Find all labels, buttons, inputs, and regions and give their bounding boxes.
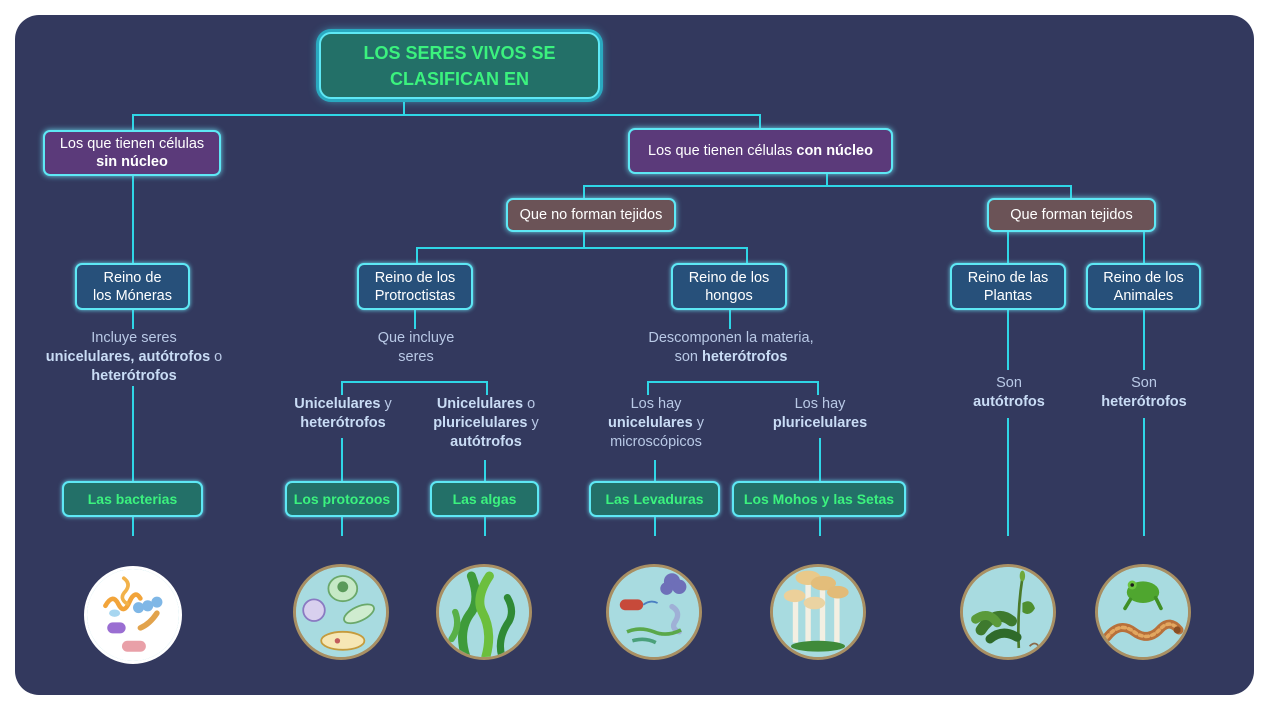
desc-hongos-l1: Descomponen la materia, bbox=[648, 330, 814, 346]
branch-sin-nucleo: Los que tienen células sin núcleo bbox=[43, 130, 221, 176]
mushroom-illustration bbox=[770, 564, 866, 660]
kingdom-animales-line1: Reino de los bbox=[1103, 269, 1184, 286]
example-bacterias-text: Las bacterias bbox=[87, 491, 178, 507]
branch-con-nucleo-text: Los que tienen células bbox=[648, 143, 793, 159]
kingdom-moneras-line2: los Móneras bbox=[93, 287, 172, 304]
example-levaduras-text: Las Levaduras bbox=[605, 491, 704, 507]
plant-illustration bbox=[960, 564, 1056, 660]
protozoa-illustration bbox=[293, 564, 389, 660]
desc-moneras-l1: Incluye seres bbox=[91, 330, 177, 346]
desc-levaduras: Los hay unicelulares y microscópicos bbox=[595, 395, 717, 452]
example-mohos-text: Los Mohos y las Setas bbox=[743, 491, 895, 507]
desc-hongos-t1: son bbox=[674, 349, 702, 365]
group-no-tejidos-text: Que no forman tejidos bbox=[519, 207, 663, 223]
desc-mohos-b1: pluricelulares bbox=[772, 415, 868, 431]
algae-illustration bbox=[436, 564, 532, 660]
desc-hongos: Descomponen la materia, son heterótrofos bbox=[630, 329, 832, 367]
bacteria-illustration bbox=[84, 566, 182, 664]
kingdom-protoctistas-line1: Reino de los bbox=[374, 269, 456, 286]
desc-algas-b2: pluricelulares bbox=[433, 415, 528, 431]
group-tejidos: Que forman tejidos bbox=[987, 198, 1156, 232]
desc-protoctistas-l1: Que incluye bbox=[377, 330, 455, 346]
protozoa-icon bbox=[296, 567, 386, 657]
example-protozoos-text: Los protozoos bbox=[293, 491, 391, 507]
desc-moneras-t1: o bbox=[210, 349, 223, 365]
group-tejidos-text: Que forman tejidos bbox=[1010, 207, 1133, 223]
kingdom-hongos-line2: hongos bbox=[705, 287, 753, 304]
example-protozoos: Los protozoos bbox=[285, 481, 399, 517]
desc-moneras: Incluye seres unicelulares, autótrofos o… bbox=[34, 329, 234, 386]
desc-mohos-l1: Los hay bbox=[794, 396, 846, 412]
kingdom-animales-line2: Animales bbox=[1113, 287, 1174, 304]
desc-levaduras-t1: y bbox=[692, 415, 704, 431]
desc-algas-b3: autótrofos bbox=[450, 434, 522, 450]
kingdom-animales: Reino de los Animales bbox=[1086, 263, 1201, 310]
desc-levaduras-l2: microscópicos bbox=[610, 434, 702, 450]
desc-levaduras-b1: unicelulares bbox=[608, 415, 693, 431]
desc-levaduras-l1: Los hay bbox=[630, 396, 682, 412]
animal-icon bbox=[1098, 567, 1188, 657]
desc-algas: Unicelulares o pluricelulares y autótrof… bbox=[423, 395, 549, 452]
diagram-title: LOS SERES VIVOS SE CLASIFICAN EN bbox=[319, 32, 600, 99]
desc-protozoos: Unicelulares y heterótrofos bbox=[283, 395, 403, 433]
desc-moneras-b2: heterótrofos bbox=[91, 368, 177, 384]
kingdom-plantas-line2: Plantas bbox=[983, 287, 1033, 304]
plant-icon bbox=[963, 567, 1053, 657]
desc-hongos-b1: heterótrofos bbox=[702, 349, 788, 365]
kingdom-hongos: Reino de los hongos bbox=[671, 263, 787, 310]
animal-illustration bbox=[1095, 564, 1191, 660]
example-bacterias: Las bacterias bbox=[62, 481, 203, 517]
example-mohos: Los Mohos y las Setas bbox=[732, 481, 906, 517]
desc-animales-b1: heterótrofos bbox=[1101, 394, 1187, 410]
diagram-title-text: LOS SERES VIVOS SE CLASIFICAN EN bbox=[363, 42, 556, 89]
desc-plantas-l1: Son bbox=[996, 375, 1022, 391]
kingdom-hongos-line1: Reino de los bbox=[688, 269, 770, 286]
desc-animales: Son heterótrofos bbox=[1090, 374, 1198, 412]
branch-sin-nucleo-text: Los que tienen células bbox=[59, 136, 205, 152]
yeast-illustration bbox=[606, 564, 702, 660]
example-algas-text: Las algas bbox=[452, 491, 517, 507]
desc-moneras-b1: unicelulares, autótrofos bbox=[45, 349, 211, 365]
branch-sin-nucleo-bold: sin núcleo bbox=[96, 154, 168, 170]
desc-protoctistas-l2: seres bbox=[398, 349, 434, 365]
desc-algas-t1: o bbox=[523, 396, 536, 412]
kingdom-protoctistas: Reino de los Protroctistas bbox=[357, 263, 473, 310]
desc-protozoos-t1: y bbox=[380, 396, 392, 412]
kingdom-protoctistas-line2: Protroctistas bbox=[374, 287, 456, 304]
mushroom-icon bbox=[773, 567, 863, 657]
yeast-icon bbox=[609, 567, 699, 657]
desc-algas-t2: y bbox=[527, 415, 539, 431]
desc-plantas: Son autótrofos bbox=[958, 374, 1060, 412]
algae-icon bbox=[439, 567, 529, 657]
desc-algas-b1: Unicelulares bbox=[436, 396, 524, 412]
branch-con-nucleo-bold: con núcleo bbox=[796, 143, 873, 159]
desc-animales-l1: Son bbox=[1131, 375, 1157, 391]
desc-mohos: Los hay pluricelulares bbox=[762, 395, 878, 433]
bacteria-icon bbox=[87, 569, 179, 661]
desc-plantas-b1: autótrofos bbox=[973, 394, 1045, 410]
kingdom-moneras: Reino de los Móneras bbox=[75, 263, 190, 310]
group-no-tejidos: Que no forman tejidos bbox=[506, 198, 676, 232]
branch-con-nucleo: Los que tienen células con núcleo bbox=[628, 128, 893, 174]
desc-protozoos-b1: Unicelulares bbox=[294, 396, 381, 412]
desc-protoctistas: Que incluye seres bbox=[360, 329, 472, 367]
example-algas: Las algas bbox=[430, 481, 539, 517]
kingdom-moneras-line1: Reino de bbox=[103, 269, 162, 286]
kingdom-plantas-line1: Reino de las bbox=[967, 269, 1049, 286]
kingdom-plantas: Reino de las Plantas bbox=[950, 263, 1066, 310]
example-levaduras: Las Levaduras bbox=[589, 481, 720, 517]
desc-protozoos-b2: heterótrofos bbox=[300, 415, 386, 431]
